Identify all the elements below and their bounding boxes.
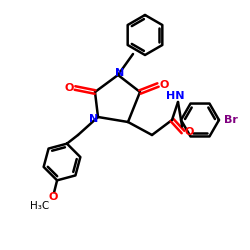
Text: N: N <box>90 114 98 124</box>
Text: N: N <box>116 68 124 78</box>
Text: O: O <box>184 127 194 137</box>
Text: O: O <box>64 83 74 93</box>
Text: H₃C: H₃C <box>30 201 50 211</box>
Text: O: O <box>159 80 169 90</box>
Text: Br: Br <box>224 115 238 125</box>
Text: HN: HN <box>166 91 184 101</box>
Text: O: O <box>48 192 58 202</box>
